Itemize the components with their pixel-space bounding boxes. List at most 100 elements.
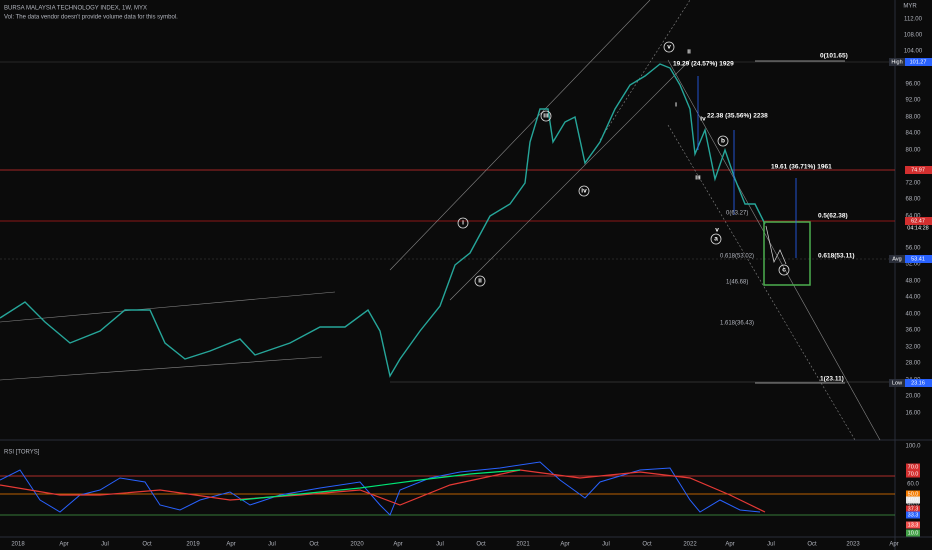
price-badge	[905, 379, 932, 387]
fib-label: 0.5(62.38)	[818, 213, 848, 220]
rsi-tick-label: 60.0	[907, 482, 919, 488]
time-tick-label: 2022	[683, 542, 697, 548]
price-tick-label: 36.00	[905, 328, 921, 334]
rsi-badge	[906, 521, 920, 529]
time-tick-label: Oct	[142, 542, 152, 548]
price-tick-label: 64.00	[905, 214, 921, 220]
wave-label: iv	[700, 116, 706, 123]
measure-label: 22.38 (35.56%) 2238	[707, 113, 768, 120]
price-badge	[905, 166, 932, 174]
wave-marker	[717, 135, 729, 147]
rsi-badge	[906, 463, 920, 471]
price-tick-label: 84.00	[905, 131, 921, 137]
price-badge	[905, 58, 932, 66]
wave-label: iii	[543, 113, 549, 120]
time-tick-label: Jul	[101, 542, 109, 548]
price-badge	[905, 255, 932, 263]
badge-tag	[889, 255, 905, 263]
rsi-badge	[906, 490, 920, 498]
time-tick-label: Oct	[807, 542, 817, 548]
price-tick-label: 68.00	[905, 197, 921, 203]
fib-label: 0.618(53.02)	[720, 254, 754, 260]
price-badge-text: 74.97	[911, 167, 925, 173]
price-badge-text: 23.16	[911, 380, 925, 386]
fib-label: 1.618(36.43)	[720, 321, 754, 327]
rsi-badge-text: 70.0	[908, 464, 919, 470]
time-tick-label: Apr	[59, 542, 68, 548]
time-tick-label: Jul	[602, 542, 610, 548]
rsi-badge-text: 13.3	[908, 522, 919, 528]
wave-marker	[663, 41, 675, 53]
wave-marker	[710, 233, 722, 245]
wave-label: c	[782, 267, 786, 274]
time-tick-label: Apr	[560, 542, 569, 548]
channel-line	[667, 124, 856, 441]
price-tick-label: 112.00	[904, 17, 923, 23]
price-tick-label: 20.00	[905, 394, 921, 400]
channel-line	[449, 59, 691, 301]
time-tick-label: Jul	[767, 542, 775, 548]
price-tick-label: 52.00	[905, 262, 921, 268]
badge-tag	[889, 379, 905, 387]
rsi-ma	[0, 469, 766, 513]
time-tick-label: 2019	[186, 542, 200, 548]
fib-label: 0.618(53.11)	[818, 253, 855, 260]
time-tick-label: Jul	[268, 542, 276, 548]
wave-label: v	[715, 227, 719, 234]
volume-note: Vol: The data vendor doesn't provide vol…	[4, 15, 178, 21]
channel-line	[0, 291, 336, 323]
time-tick-label: Apr	[889, 542, 898, 548]
wave-label: iii	[695, 175, 701, 182]
wave-label: ii	[478, 278, 482, 285]
rsi-tick-label: 40.0	[907, 502, 919, 508]
price-badge-text: 53.41	[911, 256, 925, 262]
wave-label: v	[667, 44, 671, 51]
chart-title: BURSA MALAYSIA TECHNOLOGY INDEX, 1W, MYX	[4, 6, 147, 12]
time-tick-label: Apr	[393, 542, 402, 548]
channel-line	[389, 0, 651, 271]
time-tick-label: Oct	[309, 542, 319, 548]
rsi-badge	[906, 511, 920, 519]
price-badge-text: 101.27	[910, 59, 927, 65]
channel-line	[0, 356, 323, 381]
rsi-badge	[906, 529, 920, 537]
rsi-line	[0, 461, 761, 516]
price-tick-label: 92.00	[905, 98, 921, 104]
rsi-badge-text: 40.0	[908, 497, 919, 503]
wave-label: a	[714, 236, 718, 243]
fib-label: 1(46.68)	[726, 280, 748, 286]
badge-tag	[889, 58, 905, 66]
time-tick-label: Apr	[226, 542, 235, 548]
target-box	[763, 221, 811, 286]
wave-label: i	[462, 220, 464, 227]
rsi-ma-up	[239, 469, 521, 501]
rsi-badge-text: 50.0	[908, 491, 919, 497]
price-tick-label: 28.00	[905, 361, 921, 367]
badge-tag-text: Low	[892, 380, 902, 386]
fib-label: 0(101.65)	[820, 53, 848, 60]
time-tick-label: 2023	[846, 542, 860, 548]
fib-label: 1(23.11)	[820, 376, 844, 383]
badge-tag-text: Avg	[892, 256, 901, 262]
price-tick-label: 96.00	[905, 82, 921, 88]
price-tick-label: 48.00	[905, 279, 921, 285]
price-tick-label: 16.00	[905, 411, 921, 417]
price-tick-label: 72.00	[905, 181, 921, 187]
badge-tag-text: High	[891, 59, 902, 65]
wave-marker	[540, 110, 552, 122]
wave-marker	[778, 264, 790, 276]
projection-arrow	[765, 225, 787, 265]
wave-marker	[474, 275, 486, 287]
time-tick-label: 2021	[516, 542, 530, 548]
measure-label: 19.61 (36.71%) 1961	[771, 164, 832, 171]
time-tick-label: Jul	[436, 542, 444, 548]
price-tick-label: 88.00	[905, 115, 921, 121]
price-tick-label: 108.00	[904, 33, 923, 39]
time-tick-label: Apr	[725, 542, 734, 548]
rsi-title: RSI [TORYS]	[4, 450, 40, 456]
price-tick-label: 104.00	[904, 49, 923, 55]
price-tick-label: 32.00	[905, 345, 921, 351]
rsi-badge	[906, 496, 920, 504]
price-badge-text: 62.47	[911, 218, 925, 224]
